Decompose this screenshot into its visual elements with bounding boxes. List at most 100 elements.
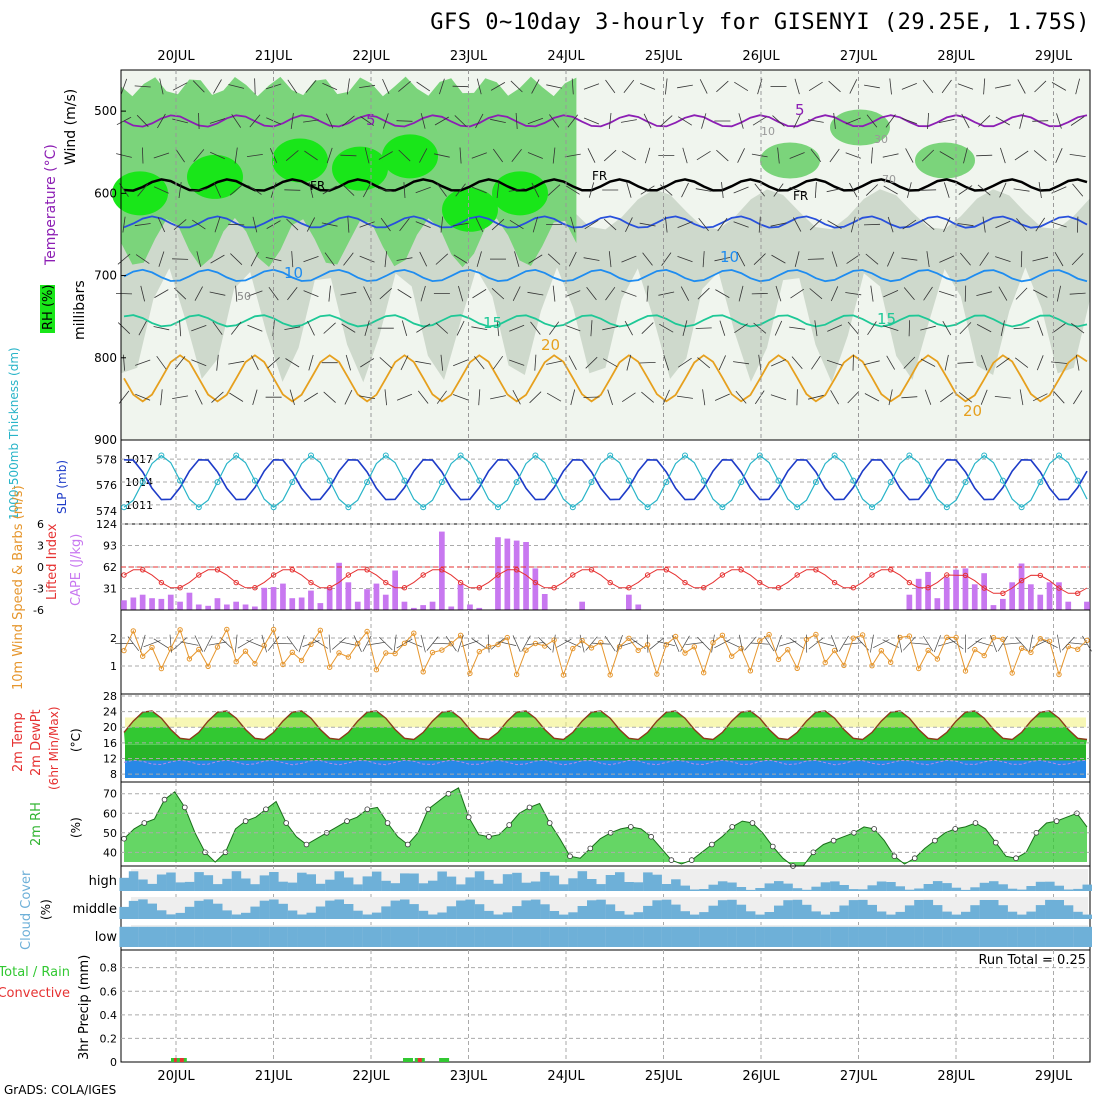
cape-bar bbox=[1056, 582, 1062, 610]
wind-marker bbox=[766, 631, 772, 638]
wind-barb bbox=[247, 324, 263, 332]
wind-barb bbox=[696, 150, 711, 161]
wind-barb bbox=[565, 185, 580, 195]
wind-barb bbox=[552, 285, 556, 302]
wind-barb bbox=[194, 389, 203, 405]
temp-line bbox=[123, 710, 1088, 741]
wind-marker bbox=[1075, 646, 1081, 652]
wind-barb bbox=[434, 116, 450, 126]
wind-barb bbox=[416, 323, 431, 333]
wind-barb bbox=[382, 78, 390, 94]
wind-barb bbox=[583, 117, 600, 125]
wind-barb-10m bbox=[997, 635, 1008, 652]
wind-barb bbox=[172, 118, 188, 124]
wind-barb bbox=[476, 251, 482, 267]
thickness-marker bbox=[962, 479, 969, 486]
rh2m-marker bbox=[141, 820, 148, 826]
cloud-cell bbox=[745, 911, 756, 919]
wind-barb-10m bbox=[461, 640, 479, 647]
cloud-cell bbox=[1017, 889, 1027, 891]
rh2m-marker bbox=[891, 853, 898, 859]
wind-marker bbox=[588, 645, 595, 651]
rh2m-marker bbox=[526, 804, 533, 811]
wind-marker bbox=[317, 627, 323, 633]
wind-marker bbox=[654, 671, 660, 677]
cloud-cell bbox=[287, 910, 298, 919]
wind-barb bbox=[996, 357, 1010, 368]
cloud-cell bbox=[250, 884, 260, 891]
wind-barb bbox=[829, 148, 840, 163]
rh-saturated-core bbox=[332, 146, 388, 191]
wind-speed-line bbox=[123, 628, 1088, 677]
wind-barb bbox=[681, 182, 689, 198]
wind-barb bbox=[938, 290, 955, 297]
wind-barb-10m bbox=[298, 634, 305, 653]
thickness-marker bbox=[700, 477, 707, 484]
wind-barb bbox=[733, 361, 750, 365]
contour-label: 10 bbox=[761, 125, 775, 138]
rh-moist-patch bbox=[760, 142, 820, 179]
wind-barb bbox=[999, 182, 1007, 198]
precip-total-bar bbox=[439, 1058, 450, 1062]
rh2m-marker bbox=[709, 841, 715, 848]
precip-tick-label: 0.4 bbox=[100, 1009, 118, 1022]
thickness-marker bbox=[308, 452, 314, 459]
wind-marker bbox=[298, 657, 305, 664]
wind-barb bbox=[396, 120, 413, 122]
pressure-tick-label: 500 bbox=[94, 104, 117, 118]
cloud-cell bbox=[306, 926, 316, 947]
wind-barb bbox=[903, 287, 915, 301]
cloud-cell bbox=[222, 878, 232, 891]
wind-barb bbox=[1077, 216, 1079, 233]
cape-bar bbox=[242, 604, 249, 610]
wind-barb bbox=[496, 182, 500, 199]
wind-barb bbox=[661, 252, 672, 266]
cape-bar bbox=[214, 598, 221, 610]
wind-barb bbox=[454, 115, 467, 127]
thickness-marker bbox=[513, 479, 520, 486]
wind-barb bbox=[248, 185, 262, 195]
cloud-cell bbox=[1007, 911, 1018, 919]
wind-marker bbox=[972, 646, 978, 653]
wind-barb bbox=[662, 389, 670, 405]
isotherm-line bbox=[123, 215, 1088, 229]
cloud-cell bbox=[820, 926, 831, 947]
wind-barb bbox=[1013, 188, 1030, 192]
cloud-cell bbox=[596, 884, 606, 891]
wind-marker bbox=[1065, 643, 1072, 650]
wind-barb-10m bbox=[923, 635, 934, 652]
wind-barb bbox=[943, 182, 950, 198]
cloud-cell bbox=[652, 874, 662, 891]
wind-barb bbox=[1032, 120, 1049, 122]
cloud-cell bbox=[213, 903, 223, 919]
wind-barb bbox=[738, 285, 744, 302]
wind-marker bbox=[439, 647, 445, 653]
wind-barb bbox=[847, 391, 860, 404]
wind-barb bbox=[549, 114, 560, 128]
wind-barb bbox=[415, 360, 432, 365]
cloud-cell bbox=[456, 884, 466, 891]
cape-bar bbox=[925, 571, 931, 610]
wind-barb bbox=[901, 396, 918, 399]
wind-barb bbox=[771, 254, 786, 264]
cloud-cell bbox=[661, 884, 672, 891]
wind-barb bbox=[396, 393, 413, 401]
cloud-cell bbox=[269, 872, 279, 891]
wind-barb bbox=[490, 395, 506, 400]
wind-barb bbox=[304, 150, 318, 161]
wind-barb bbox=[979, 252, 989, 266]
wind-marker bbox=[831, 647, 838, 654]
wind-barb bbox=[698, 218, 709, 232]
wind-barb bbox=[810, 148, 822, 163]
rh2m-marker bbox=[952, 826, 958, 832]
cloud-cell bbox=[203, 926, 214, 947]
cloud-cell bbox=[381, 926, 391, 947]
cloud-cell bbox=[998, 926, 1008, 947]
thickness-marker bbox=[925, 477, 932, 484]
thickness-marker bbox=[719, 504, 726, 511]
cloud-cell bbox=[839, 905, 849, 919]
wind-barb-10m bbox=[763, 635, 775, 652]
thickness-tick-label: 574 bbox=[96, 505, 117, 518]
cloud-cell bbox=[474, 904, 485, 919]
wind-barb bbox=[642, 252, 653, 266]
